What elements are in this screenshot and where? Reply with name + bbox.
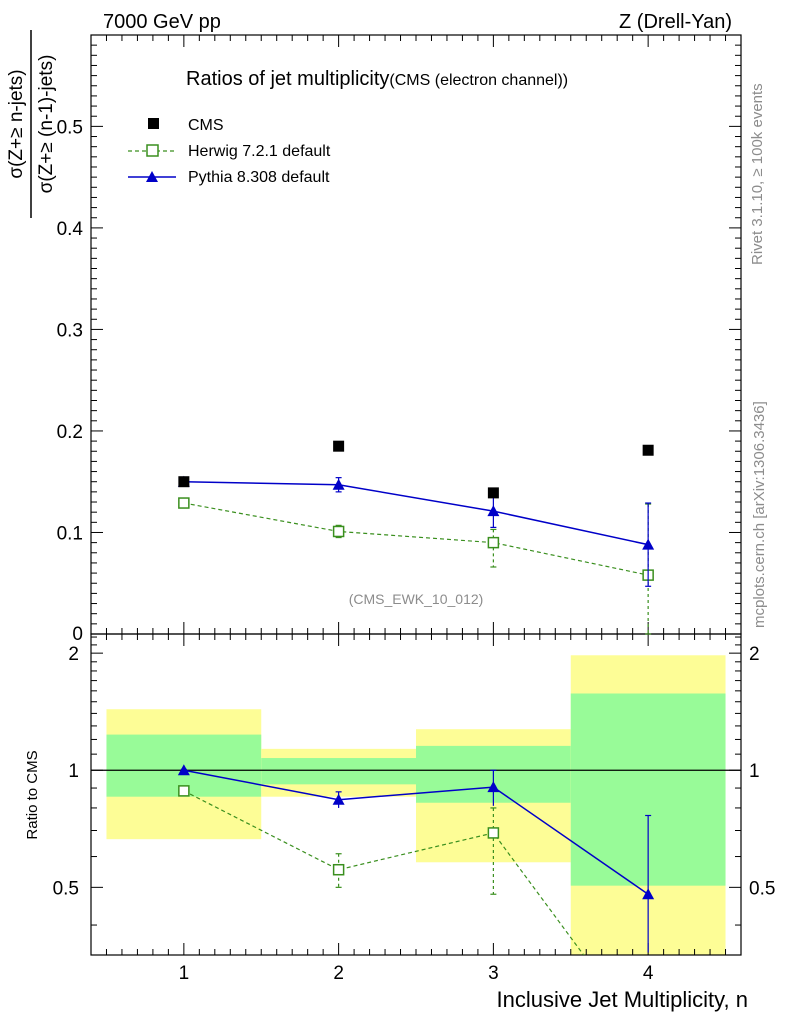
legend-label-cms: CMS bbox=[188, 117, 224, 134]
header-beam-label: 7000 GeV pp bbox=[103, 11, 221, 33]
legend-marker-herwig bbox=[146, 144, 159, 157]
herwig-point bbox=[487, 536, 500, 549]
legend-marker-cms bbox=[148, 118, 159, 129]
lower-ytick-label-right: 0.5 bbox=[749, 878, 775, 899]
lower-ytick-label-right: 1 bbox=[749, 761, 760, 782]
pythia-ratio-line bbox=[183, 769, 649, 895]
pythia-point bbox=[332, 478, 345, 490]
analysis-id-label: (CMS_EWK_10_012) bbox=[349, 591, 484, 607]
pythia-point bbox=[487, 505, 500, 517]
upper-ytick-label: 0.3 bbox=[57, 320, 83, 341]
chart-title: Ratios of jet multiplicity bbox=[186, 68, 389, 90]
cms-point bbox=[487, 487, 499, 499]
pythia-ratio-point bbox=[642, 888, 655, 900]
upper-ylabel: σ(Z+≥ n-jets) σ(Z+≥ (n-1)-jets) bbox=[6, 30, 57, 218]
header-process-label: Z (Drell-Yan) bbox=[619, 11, 732, 33]
herwig-point bbox=[178, 497, 190, 509]
lower-ylabel: Ratio to CMS bbox=[24, 750, 41, 839]
legend-label-herwig: Herwig 7.2.1 default bbox=[188, 143, 331, 160]
lower-ytick-label-right: 2 bbox=[749, 644, 760, 665]
plot-marks: 0.1 0.2 0.3 0.4 0.5 0 1 2 3 4 0.5 0.5 1 1 2 2 bbox=[53, 34, 775, 984]
upper-ytick-label: 0.2 bbox=[57, 422, 83, 443]
herwig-line bbox=[183, 502, 649, 576]
chart-subtitle: (CMS (electron channel)) bbox=[389, 72, 568, 89]
rivet-version-label: Rivet 3.1.10, ≥ 100k events bbox=[749, 83, 766, 265]
pythia-ratio-point bbox=[487, 781, 500, 793]
xaxis-label: Inclusive Jet Multiplicity, n bbox=[497, 987, 748, 1012]
lower-ytick-label-left: 2 bbox=[68, 644, 79, 665]
uncertainty-band-green bbox=[261, 758, 416, 785]
legend-label-pythia: Pythia 8.308 default bbox=[188, 169, 330, 186]
xtick-label: 2 bbox=[333, 963, 344, 984]
lower-ytick-label-left: 1 bbox=[68, 761, 79, 782]
cms-point bbox=[178, 476, 190, 488]
cms-point bbox=[642, 444, 654, 456]
mcplots-label: mcplots.cern.ch [arXiv:1306.3436] bbox=[751, 401, 768, 628]
ylabel-denominator: σ(Z+≥ (n-1)-jets) bbox=[36, 55, 57, 194]
pythia-ratio-point bbox=[177, 764, 190, 776]
herwig-point bbox=[332, 525, 345, 538]
herwig-ratio-line bbox=[183, 790, 585, 955]
upper-title: Ratios of jet multiplicity(CMS (electron… bbox=[186, 68, 568, 90]
upper-ytick-label: 0.5 bbox=[57, 117, 83, 138]
legend-marker-pythia bbox=[146, 171, 158, 182]
herwig-ratio-point bbox=[487, 827, 500, 839]
lower-series-group bbox=[177, 764, 655, 955]
upper-ytick-label-zero: 0 bbox=[72, 624, 83, 645]
pythia-line bbox=[183, 480, 649, 546]
xtick-label: 4 bbox=[643, 963, 654, 984]
legend: CMS Herwig 7.2.1 default Pythia 8.308 de… bbox=[128, 117, 331, 186]
herwig-ratio-point bbox=[178, 785, 190, 797]
lower-ytick-label-left: 0.5 bbox=[53, 878, 79, 899]
ylabel-numerator: σ(Z+≥ n-jets) bbox=[6, 69, 27, 178]
upper-ytick-label: 0.4 bbox=[57, 219, 84, 240]
pythia-ratio-point bbox=[332, 793, 345, 805]
upper-ytick-label: 0.1 bbox=[57, 523, 83, 544]
xtick-label: 1 bbox=[179, 963, 190, 984]
xtick-label: 3 bbox=[488, 963, 499, 984]
pythia-point bbox=[642, 538, 655, 550]
cms-point bbox=[333, 440, 345, 452]
herwig-ratio-point bbox=[332, 863, 345, 876]
